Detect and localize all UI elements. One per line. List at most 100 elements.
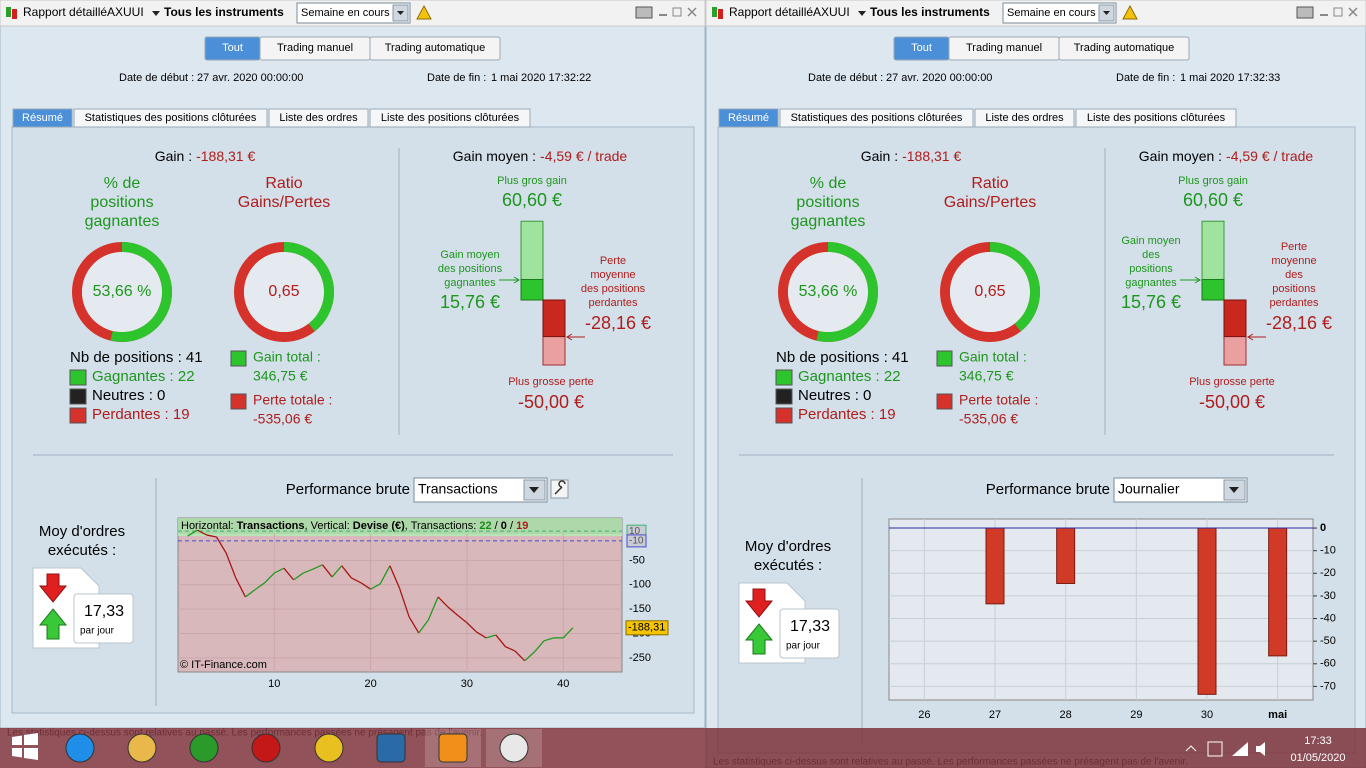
line-segment [514,650,526,662]
line-segment [360,582,371,590]
report-button[interactable]: Rapport détaillé [23,5,107,19]
line-segment [437,596,449,608]
app-icon[interactable] [376,733,406,763]
wrench-icon [554,480,566,495]
line-segment [283,567,295,581]
plot-area [888,518,1314,701]
instruments-button[interactable]: Tous les instruments [870,5,990,19]
app-icon[interactable] [499,733,529,763]
warning-icon [1122,4,1138,20]
count-text: Gagnantes : 22 [798,368,901,385]
tab[interactable] [779,108,974,128]
line-segment [466,622,478,633]
count-text: Perdantes : 19 [92,406,190,423]
header-part: 0 [501,520,507,532]
period-select[interactable] [296,2,411,24]
header-part: Horizontal: [181,520,237,532]
app-icon[interactable] [127,733,157,763]
count-text: Neutres : 0 [92,387,165,404]
donut-hole [82,252,162,332]
arrow [1247,333,1266,341]
filter-button[interactable] [369,36,501,61]
orders-value: 17,33 [84,603,124,620]
instruments-button[interactable]: Tous les instruments [164,5,284,19]
period-select[interactable] [1002,2,1117,24]
gain-swatch [230,350,247,367]
max-gain-label: Plus gros gain [497,175,567,187]
count-text: Nb de positions : 41 [776,349,909,366]
line-segment [543,637,554,642]
line-segment [264,572,275,584]
tab[interactable] [73,108,268,128]
arrow [566,333,585,341]
max-gain-value: 60,60 € [502,190,562,210]
x-tick-label: 29 [1130,709,1142,721]
tab[interactable] [12,108,73,128]
app-icon[interactable] [251,733,281,763]
avg-gain-value: 15,76 € [1121,292,1181,312]
header-part: / [507,520,516,532]
reference-label: 10 [629,526,641,537]
gain-value: -188,31 € [902,148,961,164]
bar [985,527,1005,605]
start-button[interactable] [12,733,38,760]
dropdown-arrow [858,11,866,16]
avg-loss-label: positions [1272,283,1316,295]
app-icon[interactable] [314,733,344,763]
orders-title: Moy d'ordres [39,523,125,540]
app-icon[interactable] [438,733,468,763]
gain-total-label: Gain total : [959,349,1027,365]
tab-label: Liste des positions clôturées [1087,112,1226,124]
count-text: Gagnantes : 22 [92,368,195,385]
average-value: -4,59 € / trade [540,148,627,164]
tab[interactable] [718,108,779,128]
filter-button[interactable] [1058,36,1190,61]
tab[interactable] [1075,108,1237,128]
max-gain-value: 60,60 € [1183,190,1243,210]
arrow [1180,276,1201,284]
line-segment [196,529,208,536]
x-tick-label: 40 [557,678,569,690]
end-date: 1 mai 2020 17:32:33 [1180,72,1280,84]
tab[interactable] [974,108,1075,128]
count-text: Perdantes : 19 [798,406,896,423]
tray-arrow [1185,745,1197,752]
line-segment [562,627,574,639]
tab[interactable] [369,108,531,128]
y-tick-label: -100 [629,579,651,591]
count-swatch [69,369,87,386]
taskbar [0,728,1366,768]
average-value: -4,59 € / trade [1226,148,1313,164]
start-date: 27 avr. 2020 00:00:00 [886,72,992,84]
print-icon [635,6,653,19]
loss-total-value: -535,06 € [959,411,1018,427]
average-gain: Gain moyen : -4,59 € / trade [1139,148,1314,164]
header-part: , Vertical: [305,520,353,532]
account-button[interactable]: AXUUI [813,5,850,19]
avg-loss-label: Perte [1281,241,1307,253]
last-value-box [625,620,669,636]
orders-title: exécutés : [48,542,116,559]
orders-box [73,593,134,644]
avg-loss-label: des positions [581,283,646,295]
report-button[interactable]: Rapport détaillé [729,5,813,19]
line-segment [235,577,246,598]
app-icon[interactable] [189,733,219,763]
line-segment [427,596,439,621]
tab[interactable] [268,108,369,128]
avg-gain-label: positions [1129,263,1173,275]
app-icon[interactable] [65,733,95,763]
up-arrow [744,623,774,655]
account-button[interactable]: AXUUI [107,5,144,19]
donut-title: positions [90,194,153,211]
tray-icon [1207,741,1223,757]
donut-arc [778,242,878,342]
loss-swatch [936,393,953,410]
gain-total-value: 346,75 € [959,368,1014,384]
end-date-label: Date de fin : [1116,72,1175,84]
average-label: Gain moyen : [453,148,536,164]
donut-title: % de [104,175,141,192]
gain: Gain : -188,31 € [861,148,962,164]
avg-gain-label: gagnantes [1125,277,1177,289]
header-part: Devise (€) [353,520,405,532]
